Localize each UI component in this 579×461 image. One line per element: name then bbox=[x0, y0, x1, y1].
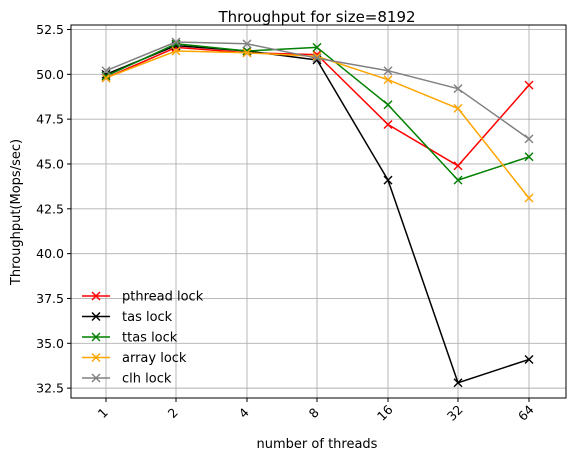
series-0 bbox=[101, 42, 534, 171]
data-point bbox=[171, 37, 181, 47]
data-point bbox=[453, 103, 463, 113]
y-tick-label: 32.5 bbox=[36, 381, 64, 396]
legend-label: array lock bbox=[122, 351, 187, 366]
series-line bbox=[105, 43, 530, 181]
y-tick-label: 37.5 bbox=[36, 291, 64, 306]
series-4 bbox=[101, 37, 534, 144]
y-axis-ticks: 32.5 35.0 37.5 40.0 42.5 45.0 47.5 50.0 52.5 bbox=[36, 22, 71, 396]
data-point bbox=[312, 42, 322, 52]
series-1 bbox=[101, 41, 534, 388]
x-tick-label: 4 bbox=[236, 405, 252, 421]
x-axis-ticks: 1 2 4 8 16 32 64 bbox=[95, 398, 537, 424]
legend-label: ttas lock bbox=[122, 331, 178, 346]
chart-title: Throughput for size=8192 bbox=[217, 8, 415, 26]
x-tick-label: 1 bbox=[95, 405, 111, 421]
legend-marker bbox=[91, 353, 101, 362]
legend: pthread lock tas lock ttas lock array lock c… bbox=[82, 290, 204, 387]
legend-entry: ttas lock bbox=[82, 331, 178, 346]
data-point bbox=[101, 73, 111, 83]
legend-marker bbox=[91, 312, 101, 321]
y-tick-label: 52.5 bbox=[36, 22, 64, 37]
legend-marker bbox=[91, 332, 101, 342]
x-tick-label: 2 bbox=[165, 405, 181, 421]
data-point bbox=[242, 48, 252, 58]
series-line bbox=[105, 46, 530, 167]
legend-label: tas lock bbox=[122, 310, 173, 325]
data-point bbox=[524, 80, 534, 90]
legend-label: clh lock bbox=[122, 372, 172, 387]
data-point bbox=[383, 75, 393, 85]
legend-entry: pthread lock bbox=[82, 290, 204, 305]
y-tick-label: 50.0 bbox=[36, 67, 64, 82]
data-point bbox=[524, 193, 534, 203]
x-tick-label: 64 bbox=[515, 402, 537, 424]
data-point bbox=[101, 66, 111, 76]
data-point bbox=[383, 100, 393, 110]
data-point bbox=[453, 175, 463, 185]
y-axis-label: Throughput(Mops/sec) bbox=[9, 139, 24, 286]
grid bbox=[71, 25, 566, 398]
data-point bbox=[524, 152, 534, 162]
legend-entry: tas lock bbox=[82, 310, 173, 325]
y-tick-label: 42.5 bbox=[36, 201, 64, 216]
data-point bbox=[524, 354, 534, 364]
data-point bbox=[453, 161, 463, 171]
x-axis-label: number of threads bbox=[257, 437, 378, 452]
x-tick-label: 8 bbox=[306, 405, 322, 421]
y-tick-label: 45.0 bbox=[36, 156, 64, 171]
series-2 bbox=[101, 39, 534, 185]
y-tick-label: 35.0 bbox=[36, 336, 64, 351]
series-layer bbox=[101, 37, 534, 388]
y-tick-label: 40.0 bbox=[36, 246, 64, 261]
plot-area bbox=[70, 24, 567, 399]
data-point bbox=[171, 46, 181, 56]
data-point bbox=[453, 378, 463, 388]
x-tick-label: 32 bbox=[444, 402, 466, 424]
series-line bbox=[105, 50, 530, 199]
x-tick-label: 16 bbox=[374, 402, 396, 424]
data-point bbox=[242, 39, 252, 49]
data-point bbox=[383, 66, 393, 76]
legend-entry: array lock bbox=[82, 351, 187, 366]
data-point bbox=[524, 134, 534, 144]
data-point bbox=[453, 84, 463, 94]
legend-marker bbox=[91, 291, 101, 301]
series-3 bbox=[101, 46, 534, 203]
legend-entry: clh lock bbox=[82, 372, 172, 387]
legend-marker bbox=[91, 373, 101, 383]
legend-label: pthread lock bbox=[122, 290, 204, 305]
data-point bbox=[171, 39, 181, 49]
y-tick-label: 47.5 bbox=[36, 112, 64, 127]
data-point bbox=[312, 53, 322, 63]
data-point bbox=[383, 120, 393, 130]
data-point bbox=[383, 175, 393, 185]
